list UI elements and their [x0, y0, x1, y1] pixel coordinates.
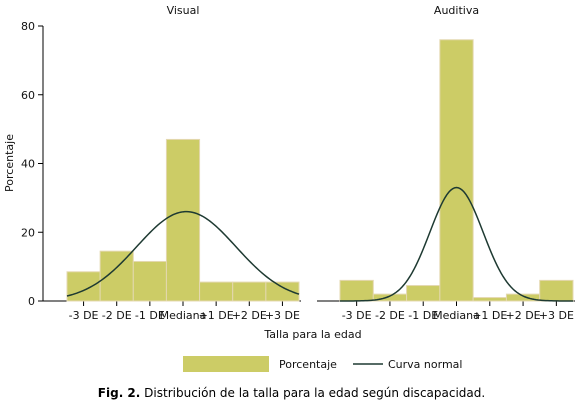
panel-2-x-tick-label-1: -3 DE: [342, 309, 372, 322]
panel-2-x-tick-label-3: -1 DE: [408, 309, 438, 322]
panel-2-bar-5: [472, 297, 507, 302]
panel-1-x-tick-label-7: +3 DE: [265, 309, 300, 322]
panel-2-bar-7: [539, 279, 574, 302]
panel-2-normal-curve: [340, 186, 573, 302]
y-tick-label-80: 80: [21, 20, 35, 33]
panel-1-bar-2: [99, 250, 134, 302]
panel-1-bar-1: [66, 271, 101, 302]
panel-1-bar-7: [265, 281, 300, 302]
caption-label: Fig. 2.: [97, 386, 141, 400]
panel-2-bar-1: [339, 279, 374, 302]
panel-2-x-tick-label-7: +3 DE: [539, 309, 574, 322]
panel-2-x-tick-label-2: -2 DE: [375, 309, 405, 322]
panel-2-x-tick-label-6: +2 DE: [506, 309, 541, 322]
y-tick-label-20: 20: [21, 226, 35, 239]
legend: Porcentaje Curva normal: [183, 356, 462, 372]
panel-1-x-tick-label-2: -2 DE: [102, 309, 132, 322]
panel-2-x-tick-label-4: Mediana: [433, 309, 480, 322]
panel-2-x-tick-label-5: +1 DE: [472, 309, 507, 322]
panel-2-bar-4: [439, 39, 474, 302]
legend-bar-label: Porcentaje: [279, 358, 337, 371]
panel-1-x-tick-label-6: +2 DE: [232, 309, 267, 322]
panel-1-x-tick-label-5: +1 DE: [199, 309, 234, 322]
y-tick-label-0: 0: [28, 295, 35, 308]
panel-1-normal-curve: [66, 210, 300, 297]
figure-caption: Fig. 2. Distribución de la talla para la…: [0, 386, 583, 400]
panel-1-bar-6: [232, 281, 267, 302]
panel-2-bar-3: [406, 285, 441, 302]
y-tick-label-60: 60: [21, 89, 35, 102]
panel-2-title: Auditiva: [434, 4, 479, 17]
legend-line-label: Curva normal: [388, 358, 462, 371]
panel-1-x-tick-label-3: -1 DE: [135, 309, 165, 322]
legend-bar-swatch: [183, 356, 269, 372]
panel-1-bar-3: [132, 260, 167, 302]
panel-1-x-tick-label-4: Mediana: [160, 309, 207, 322]
y-tick-label-40: 40: [21, 158, 35, 171]
panel-1-bar-4: [165, 138, 201, 302]
caption-text: Distribución de la talla para la edad se…: [144, 386, 486, 400]
y-axis-title: Porcentaje: [3, 134, 16, 192]
panel-1-x-tick-label-1: -3 DE: [69, 309, 99, 322]
panel-1-title: Visual: [167, 4, 200, 17]
x-axis-title: Talla para la edad: [263, 328, 361, 341]
panel-1-bar-5: [199, 281, 234, 302]
